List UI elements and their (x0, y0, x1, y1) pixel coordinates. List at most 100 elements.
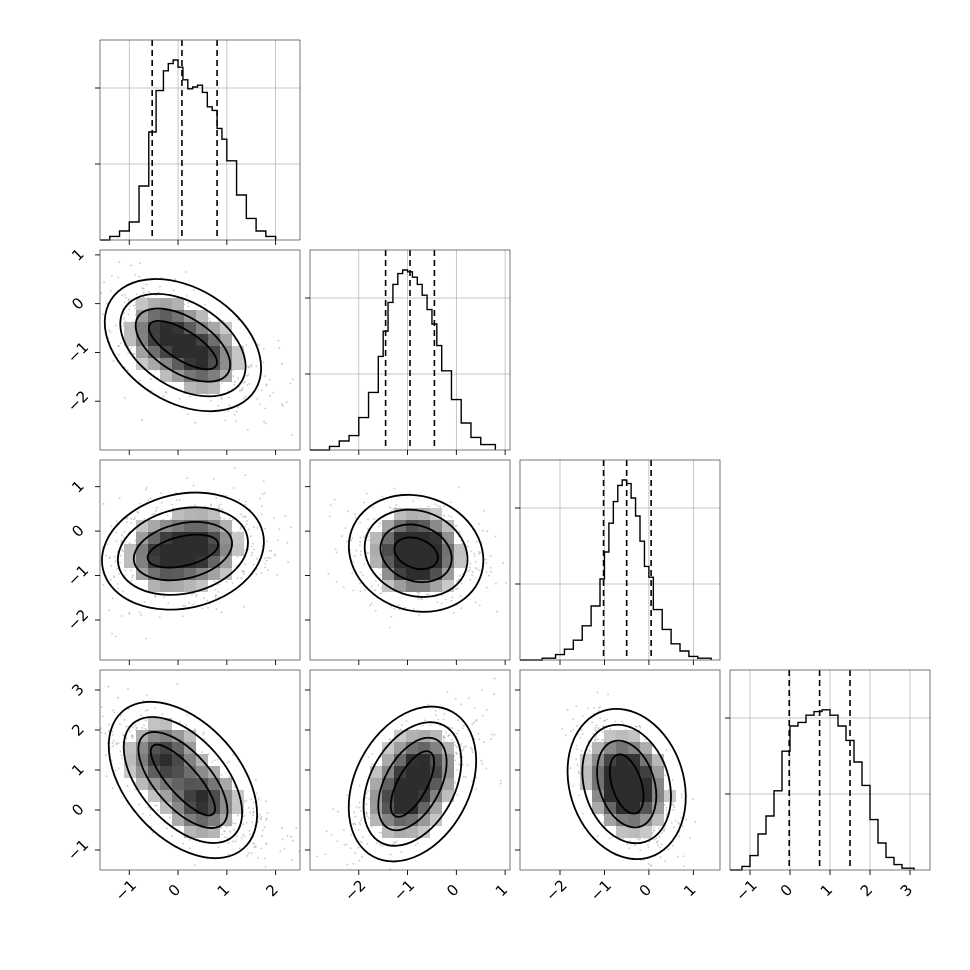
sample-point (237, 318, 239, 321)
sample-point (367, 535, 369, 538)
sample-point (264, 375, 266, 378)
sample-point (486, 708, 488, 711)
contour-lines (103, 278, 262, 413)
density-cell (418, 766, 430, 778)
sample-point (392, 843, 394, 846)
sample-point (599, 706, 602, 708)
sample-point (454, 697, 457, 700)
density-cell (442, 520, 454, 532)
sample-point (292, 378, 294, 381)
sample-point (110, 759, 113, 762)
sample-point (124, 366, 126, 369)
sample-point (249, 833, 251, 836)
sample-point (170, 518, 173, 520)
sample-point (114, 769, 117, 772)
sample-point (456, 794, 459, 796)
density-cell (148, 520, 160, 532)
sample-point (121, 757, 123, 760)
density-cell (172, 334, 184, 346)
sample-point (327, 572, 330, 575)
density-cell (616, 802, 628, 814)
density-cell (394, 742, 406, 754)
contour-level-1 (581, 723, 672, 845)
sample-point (471, 571, 474, 573)
sample-point (451, 596, 454, 599)
sample-point (270, 550, 273, 552)
sample-point (113, 555, 116, 558)
density-cell (184, 508, 196, 520)
sample-point (193, 592, 196, 595)
sample-point (108, 609, 111, 612)
density-cell (124, 754, 136, 766)
density-cell (430, 520, 442, 532)
sample-point (566, 709, 569, 711)
sample-point (240, 837, 243, 839)
contour-level-0 (101, 491, 265, 611)
sample-point (231, 388, 234, 390)
contour-level-1 (363, 508, 469, 598)
sample-point (114, 560, 117, 563)
sample-point (248, 365, 251, 368)
sample-point (365, 803, 368, 806)
density-cell (454, 544, 466, 556)
sample-point (132, 304, 135, 307)
sample-point (367, 756, 370, 759)
sample-point (208, 753, 210, 756)
scatter-panel-1-0: −2−101 (64, 245, 301, 455)
sample-point (637, 838, 640, 841)
density-cell (628, 814, 640, 826)
sample-point (247, 373, 250, 376)
sample-point (255, 557, 258, 560)
sample-point (258, 497, 261, 500)
sample-point (564, 734, 567, 737)
sample-point (113, 711, 116, 714)
sample-point (242, 382, 245, 384)
axis-frame (99, 249, 301, 451)
sample-point (249, 811, 251, 814)
sample-point (353, 811, 356, 814)
sample-point (125, 737, 128, 740)
contour-level-0 (347, 705, 478, 863)
sample-point (260, 817, 263, 820)
sample-point (119, 750, 122, 753)
sample-point (290, 526, 293, 529)
density-cell (382, 742, 394, 754)
sample-point (115, 520, 118, 523)
sample-point (244, 515, 247, 518)
sample-point (378, 831, 381, 834)
sample-point (97, 296, 99, 298)
density-cell (418, 544, 430, 556)
sample-point (473, 552, 476, 555)
sample-point (457, 719, 459, 722)
sample-point (248, 829, 251, 832)
sample-point (490, 733, 493, 736)
sample-point (223, 517, 226, 520)
sample-point (334, 548, 337, 551)
sample-point (454, 759, 457, 762)
sample-point (465, 745, 468, 748)
sample-point (357, 829, 360, 831)
sample-point (595, 729, 598, 732)
sample-point (244, 563, 246, 566)
density-cell (394, 580, 406, 592)
sample-point (413, 608, 415, 610)
sample-point (655, 837, 658, 840)
sample-point (154, 707, 157, 709)
sample-point (114, 635, 117, 638)
sample-point (359, 521, 361, 524)
sample-point (458, 530, 461, 533)
sample-point (101, 313, 104, 316)
sample-point (188, 395, 191, 398)
sample-point (671, 803, 674, 806)
sample-point (653, 826, 655, 829)
sample-point (69, 595, 71, 597)
density-cell (196, 766, 208, 778)
sample-point (461, 756, 464, 759)
sample-point (147, 499, 150, 502)
density-cell (208, 802, 220, 814)
sample-point (127, 708, 130, 710)
density-cell (394, 802, 406, 814)
sample-point (247, 852, 250, 855)
sample-point (100, 731, 103, 734)
y-tick-label: −2 (64, 606, 92, 634)
